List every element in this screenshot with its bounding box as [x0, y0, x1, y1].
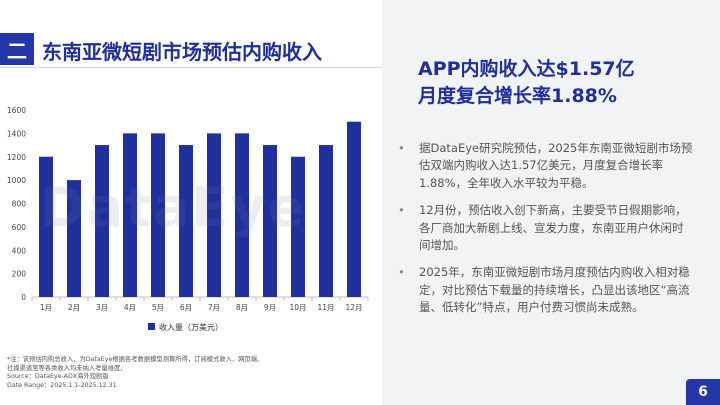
- insight-text: 12月份，预估收入创下新高，主要受节日假期影响，各厂商加大新剧上线、宣发力度，东…: [419, 203, 687, 253]
- bar-6: [179, 145, 193, 297]
- footnote-source: Source：DataEye-ADX海外短剧版: [7, 373, 109, 381]
- chart-legend: 收入量（万美元）: [148, 322, 223, 332]
- footnote-note-line-2: 社媒渠道至等各类收入均未纳入考量维度。: [7, 364, 127, 372]
- left-panel: 二 东南亚微短剧市场预估内购收入 0 200 400 600 800 1000 1200 14…: [0, 33, 382, 390]
- x-tick-label: 4月: [124, 303, 136, 312]
- footnote-note-line-1: *注：该预估内购总收入，为DataEye根据各考数据模型测算所得，订阅模式收入、…: [7, 356, 264, 363]
- y-tick-label: 200: [12, 270, 27, 279]
- y-tick-label: 1400: [7, 129, 26, 138]
- x-tick-label: 5月: [152, 303, 164, 312]
- x-tick-label: 6月: [180, 303, 192, 312]
- bar-series: [39, 121, 361, 297]
- y-tick-label: 0: [21, 293, 26, 302]
- x-tick-label: 8月: [236, 303, 248, 312]
- y-tick-label: 800: [12, 200, 27, 209]
- section-title: 东南亚微短剧市场预估内购收入: [42, 40, 322, 64]
- footnote-date-range: Date Range：2025.1.1-2025.12.31: [7, 381, 117, 389]
- insight-item: • 12月份，预估收入创下新高，主要受节日假期影响，各厂商加大新剧上线、宣发力度，…: [394, 202, 694, 254]
- y-axis-ticks: 0 200 400 600 800 1000 1200 1400 1600: [7, 106, 26, 302]
- x-tick-label: 2月: [68, 303, 80, 312]
- insight-item: • 2025年，东南亚微短剧市场月度预估内购收入相对稳定，对比预估下载量的持续增长…: [394, 264, 694, 316]
- bar-2: [67, 180, 81, 297]
- x-tick-label: 11月: [317, 303, 334, 312]
- section-number-badge: 二: [0, 33, 34, 65]
- bullet-dot-icon: •: [398, 203, 405, 218]
- headline-growth-rate: 月度复合增长率1.88%: [418, 85, 617, 107]
- headline-revenue: APP内购收入达$1.57亿: [418, 58, 635, 80]
- bar-7: [207, 133, 221, 297]
- bar-10: [291, 156, 305, 297]
- y-tick-label: 1200: [7, 153, 26, 162]
- insight-text: 2025年，东南亚微短剧市场月度预估内购收入相对稳定，对比预估下载量的持续增长，…: [419, 265, 690, 315]
- bar-5: [151, 133, 165, 297]
- right-panel: [382, 0, 720, 405]
- title-divider: [0, 67, 382, 68]
- x-tick-label: 1月: [40, 303, 52, 312]
- key-figure-headline: APP内购收入达$1.57亿 月度复合增长率1.88%: [418, 56, 635, 110]
- chart-footnote: *注：该预估内购总收入，为DataEye根据各考数据模型测算所得，订阅模式收入、…: [7, 356, 263, 390]
- x-tick-label: 12月: [345, 303, 362, 312]
- x-tick-label: 10月: [289, 303, 306, 312]
- y-tick-label: 400: [12, 246, 27, 255]
- revenue-bar-chart: 0 200 400 600 800 1000 1200 1400 1600 1月 2月 3月 4月 5月…: [7, 106, 369, 332]
- page-number: 6: [686, 379, 720, 405]
- bar-12: [347, 121, 361, 297]
- x-tick-label: 7月: [208, 303, 220, 312]
- bullet-dot-icon: •: [398, 141, 405, 155]
- insight-item: • 据DataEye研究院预估，2025年东南亚微短剧市场预估双端内购收入达1.5…: [394, 140, 694, 192]
- bar-11: [319, 145, 333, 297]
- insight-list: • 据DataEye研究院预估，2025年东南亚微短剧市场预估双端内购收入达1.5…: [394, 140, 694, 327]
- bar-3: [95, 145, 109, 297]
- bar-4: [123, 133, 137, 297]
- y-tick-label: 1600: [7, 106, 26, 115]
- x-axis-ticks: 1月 2月 3月 4月 5月 6月 7月 8月 9月 10月 11月 12月: [31, 297, 369, 312]
- y-tick-label: 600: [12, 223, 27, 232]
- x-tick-label: 9月: [264, 303, 276, 312]
- bullet-dot-icon: •: [398, 265, 405, 280]
- x-tick-label: 3月: [96, 303, 108, 312]
- bar-9: [263, 145, 277, 297]
- legend-label: 收入量（万美元）: [159, 322, 223, 332]
- bar-8: [235, 133, 249, 297]
- insight-text: 据DataEye研究院预估，2025年东南亚微短剧市场预估双端内购收入达1.57…: [419, 141, 693, 190]
- bar-1: [39, 156, 53, 297]
- legend-swatch: [148, 323, 155, 330]
- y-tick-label: 1000: [7, 176, 26, 185]
